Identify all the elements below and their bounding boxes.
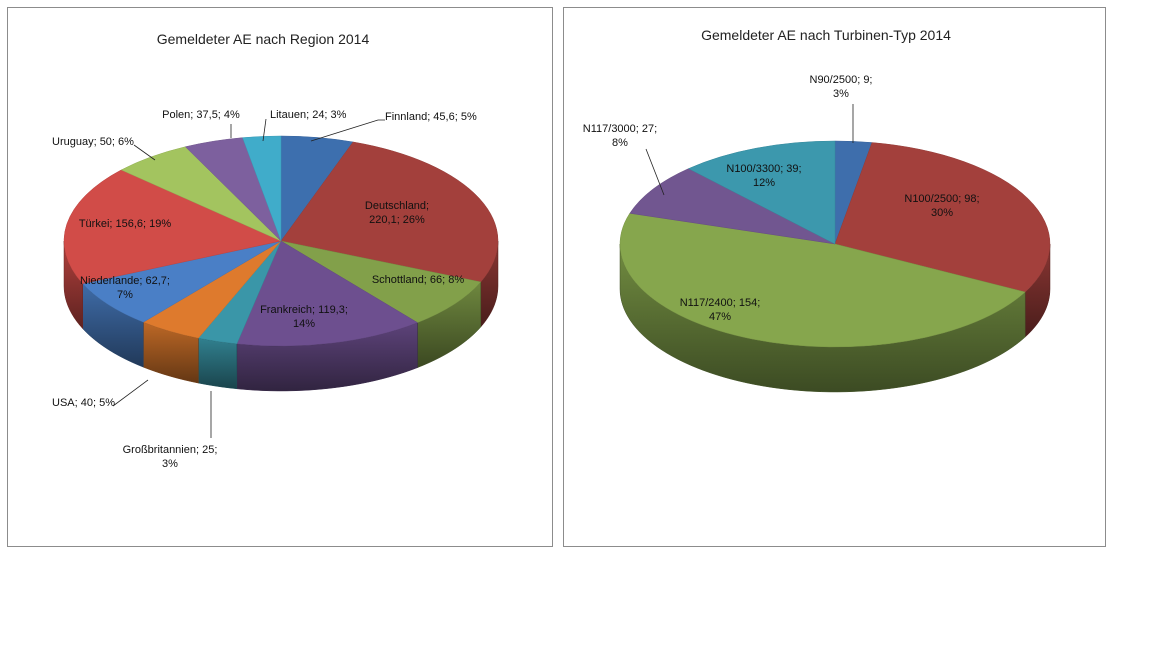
data-label-polen: Polen; 37,5; 4% (162, 109, 240, 121)
data-label-n117-2400: N117/2400; 154; 47% (680, 297, 761, 323)
data-label-schottland: Schottland; 66; 8% (372, 274, 465, 286)
leader-line-finnland (310, 119, 385, 142)
pie-chart-turbine: Gemeldeter AE nach Turbinen-Typ 2014 N90… (583, 27, 1051, 393)
data-label-litauen: Litauen; 24; 3% (270, 109, 347, 121)
data-label-n90-2500: N90/2500; 9; 3% (810, 74, 873, 100)
data-label-uruguay: Uruguay; 50; 6% (52, 136, 134, 148)
chart-title: Gemeldeter AE nach Turbinen-Typ 2014 (701, 27, 951, 43)
pie-slice-deutschland (280, 141, 499, 283)
data-label-finnland: Finnland; 45,6; 5% (385, 111, 477, 123)
data-label-tuerkei: Türkei; 156,6; 19% (79, 218, 172, 230)
leader-line-usa (112, 379, 149, 407)
pie-side-grossbritannien (198, 337, 238, 390)
data-label-frankreich: Frankreich; 119,3; 14% (260, 304, 348, 330)
chart-panel-turbine: Gemeldeter AE nach Turbinen-Typ 2014 N90… (563, 7, 1106, 547)
pie-slice-niederlande (82, 240, 282, 323)
pie-slice-n117-2400 (619, 213, 1026, 348)
data-label-n100-2500: N100/2500; 98; 30% (904, 193, 979, 219)
pie-slice-schottland (280, 240, 482, 323)
chart-title: Gemeldeter AE nach Region 2014 (157, 31, 370, 47)
data-label-n117-3000: N117/3000; 27; 8% (583, 123, 657, 149)
leader-line-n117-3000 (645, 148, 665, 196)
chart-panel-region: Gemeldeter AE nach Region 2014 Finnland;… (7, 7, 553, 547)
pie-slice-frankreich (236, 240, 419, 347)
pie-slice-n117-3000 (629, 168, 836, 245)
pie-slice-tuerkei (63, 169, 282, 284)
data-label-niederlande: Niederlande; 62,7; 7% (80, 275, 170, 301)
pie-slice-n100-2500 (834, 142, 1051, 293)
data-label-usa: USA; 40; 5% (52, 397, 115, 409)
pie-chart-region: Gemeldeter AE nach Region 2014 Finnland;… (52, 31, 499, 470)
pie-slice-n100-3300 (687, 140, 836, 245)
leader-line-uruguay (133, 144, 156, 161)
data-label-n100-3300: N100/3300; 39; 12% (726, 163, 801, 189)
data-label-deutschland: Deutschland; 220,1; 26% (365, 200, 429, 226)
data-label-grossbritannien: Großbritannien; 25; 3% (123, 444, 218, 470)
pie-slice-litauen (242, 135, 282, 242)
leader-line-litauen (262, 118, 267, 142)
